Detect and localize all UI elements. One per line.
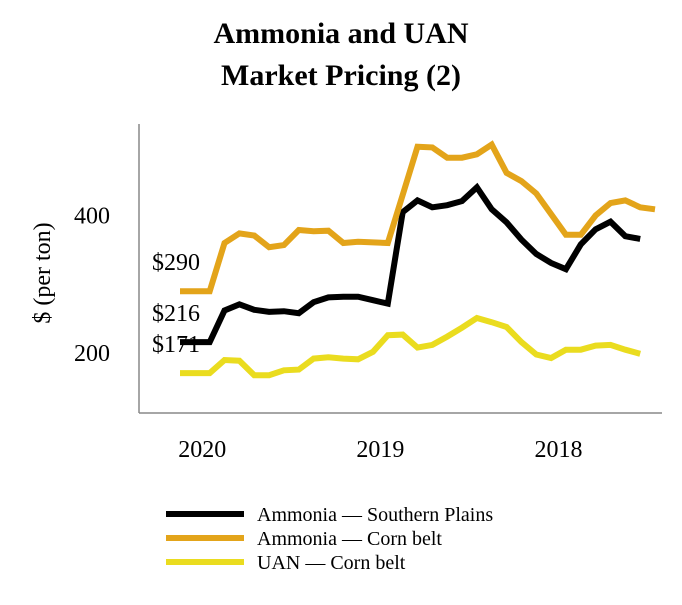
legend-label: Ammonia — Southern Plains <box>257 504 493 526</box>
data-label: $290 <box>152 250 200 276</box>
legend-label: UAN — Corn belt <box>257 552 406 574</box>
chart-title-line-1: Ammonia and UAN <box>213 17 468 50</box>
y-tick-label: 400 <box>74 204 110 230</box>
x-tick-label: 2018 <box>535 437 583 463</box>
data-label: $216 <box>152 301 200 327</box>
x-tick-label: 2020 <box>178 437 226 463</box>
x-tick-label: 2019 <box>356 437 404 463</box>
y-axis-label: $ (per ton) <box>30 222 56 323</box>
series-line <box>180 182 641 346</box>
chart-title-line-2: Market Pricing (2) <box>221 59 461 92</box>
y-tick-label: 200 <box>74 341 110 367</box>
data-label: $171 <box>152 332 200 358</box>
legend-label: Ammonia — Corn belt <box>257 528 442 550</box>
series-line <box>180 314 641 379</box>
series-line <box>180 140 656 295</box>
